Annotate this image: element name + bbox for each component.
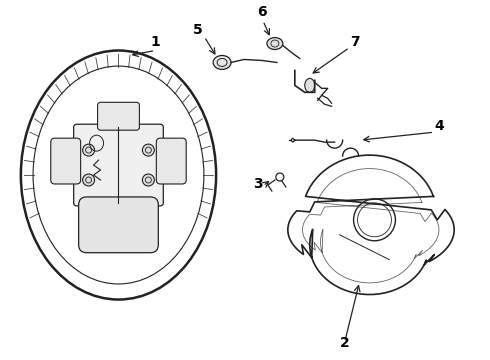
Ellipse shape [83, 144, 95, 156]
Text: 3: 3 [253, 177, 263, 191]
Text: 4: 4 [434, 119, 444, 133]
Ellipse shape [213, 55, 231, 69]
FancyBboxPatch shape [156, 138, 186, 184]
FancyBboxPatch shape [51, 138, 81, 184]
FancyBboxPatch shape [98, 102, 140, 130]
Text: 6: 6 [257, 5, 267, 19]
FancyBboxPatch shape [74, 124, 163, 206]
Ellipse shape [83, 174, 95, 186]
Text: 5: 5 [194, 23, 203, 37]
Text: 1: 1 [150, 35, 160, 49]
Ellipse shape [305, 78, 315, 92]
Text: 2: 2 [340, 336, 349, 350]
Ellipse shape [267, 37, 283, 50]
FancyBboxPatch shape [78, 197, 158, 253]
Ellipse shape [143, 144, 154, 156]
Text: 7: 7 [350, 35, 359, 49]
Ellipse shape [143, 174, 154, 186]
